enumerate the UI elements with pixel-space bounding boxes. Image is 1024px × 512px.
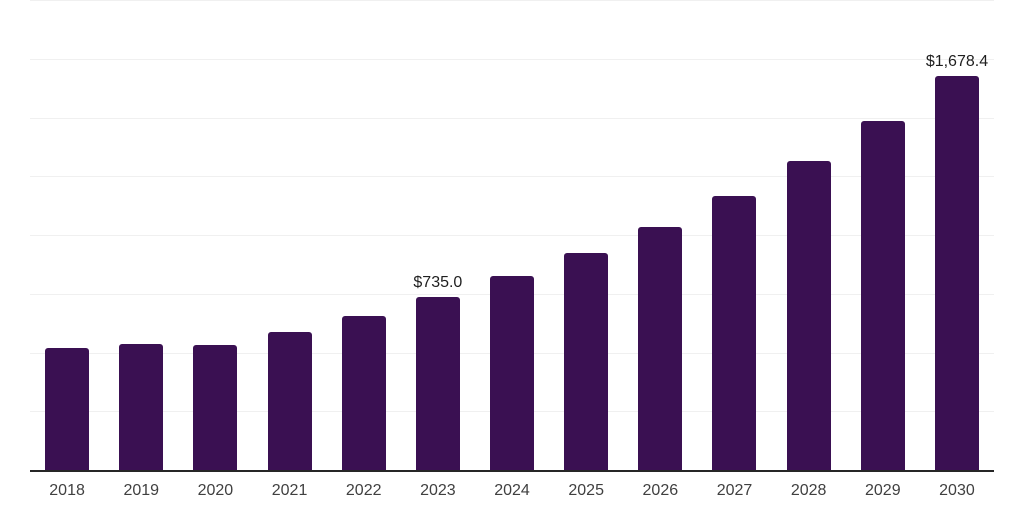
bar-slot-2022 (327, 0, 401, 470)
bar-slot-2018 (30, 0, 104, 470)
bar-2019 (119, 343, 164, 470)
bar-2028 (786, 160, 831, 470)
bar-2023 (415, 297, 460, 470)
x-tick-label-2026: 2026 (642, 482, 679, 499)
bar-2020 (193, 345, 238, 470)
bar-slot-2019 (104, 0, 178, 470)
data-label-2030: $1,678.4 (925, 52, 989, 70)
x-tick-label-2024: 2024 (494, 482, 530, 499)
bar-2022 (341, 316, 386, 470)
bar-slot-2020 (178, 0, 252, 470)
bar-2030 (934, 75, 979, 470)
bar-slot-2025 (549, 0, 623, 470)
bar-2029 (860, 121, 905, 470)
bar-2026 (638, 227, 683, 470)
gridline-1000 (30, 235, 994, 236)
gridline-2000 (30, 0, 994, 1)
bar-slot-2030: $1,678.4 (920, 0, 994, 470)
x-tick-label-2030: 2030 (939, 482, 975, 499)
data-label-2023: $735.0 (413, 274, 463, 292)
x-tick-label-2029: 2029 (865, 482, 901, 499)
x-tick-label-2023: 2023 (420, 482, 456, 499)
bar-2025 (564, 253, 609, 470)
x-tick-label-2028: 2028 (790, 482, 827, 499)
bar-slot-2021 (252, 0, 326, 470)
gridline-1250 (30, 176, 994, 178)
gridline-1750 (30, 58, 994, 60)
bar-2024 (490, 276, 535, 470)
x-axis-labels: 2018 2019 2020 2021 2022 2023 2024 2025 2026 2027… (30, 472, 994, 510)
x-tick-label-2019: 2019 (123, 482, 160, 499)
bar-2027 (712, 196, 757, 470)
gridline-1500 (30, 117, 994, 119)
x-tick-label-2027: 2027 (716, 482, 753, 499)
x-tick-label-2025: 2025 (568, 482, 604, 499)
bar-2021 (267, 331, 312, 470)
plot-area: $735.0 $1,678.4 (30, 0, 994, 472)
x-tick-label-2018: 2018 (49, 482, 85, 499)
bar-slot-2023: $735.0 (401, 0, 475, 470)
bar-2018 (45, 347, 90, 470)
x-tick-label-2021: 2021 (271, 482, 308, 499)
bar-slot-2029 (846, 0, 920, 470)
x-tick-label-2020: 2020 (197, 482, 234, 499)
bar-slot-2024 (475, 0, 549, 470)
bars-row: $735.0 $1,678.4 (30, 0, 994, 470)
bar-slot-2026 (623, 0, 697, 470)
bar-slot-2027 (697, 0, 771, 470)
x-tick-label-2022: 2022 (345, 482, 382, 499)
bar-slot-2028 (772, 0, 846, 470)
